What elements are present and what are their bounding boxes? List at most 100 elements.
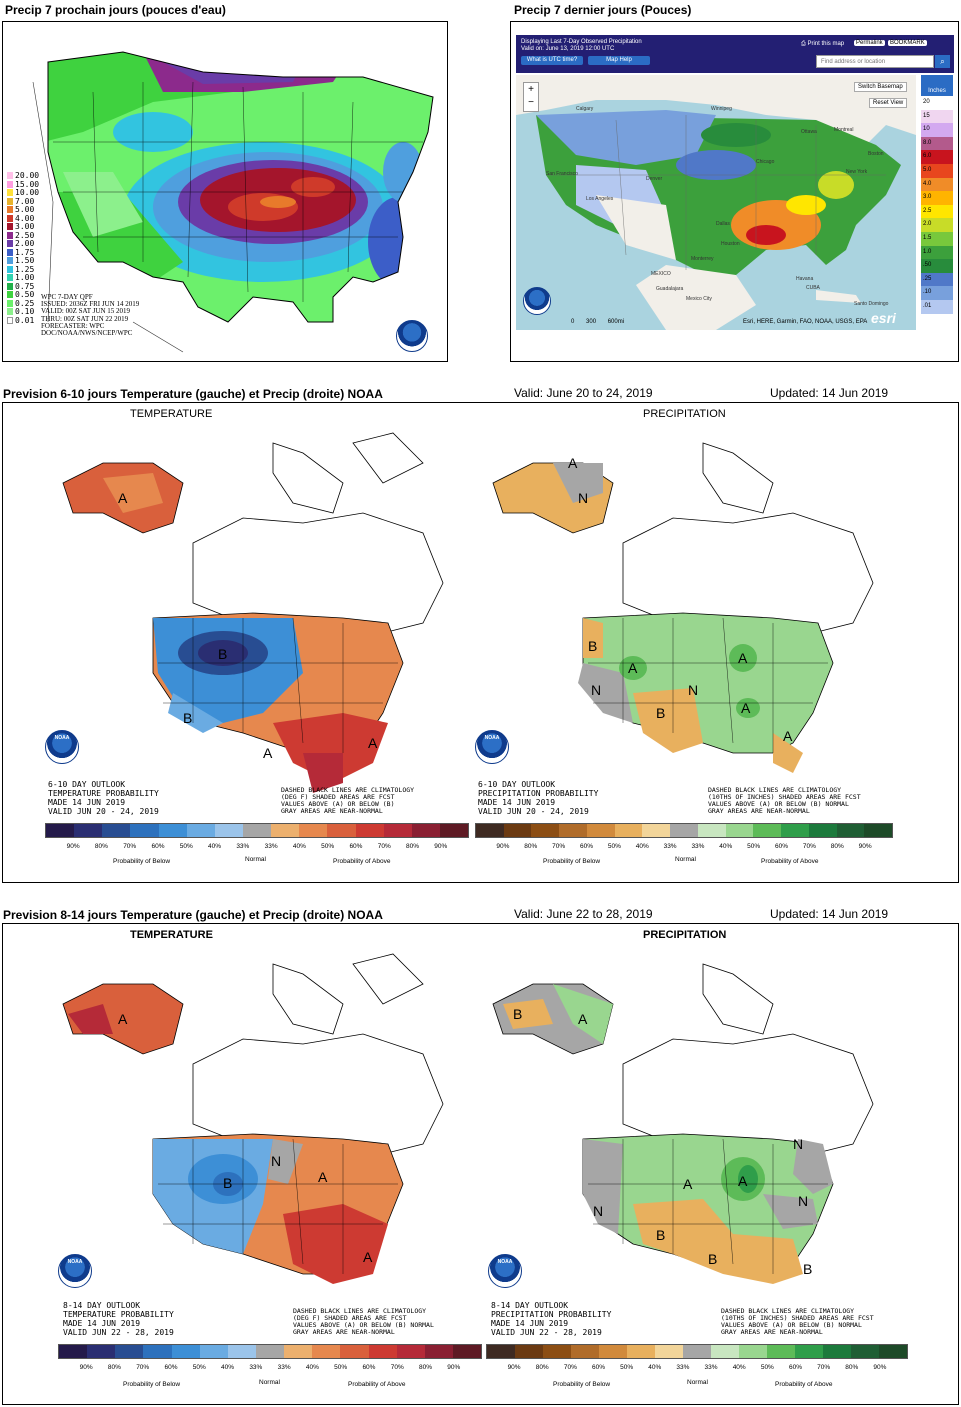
s2-temp-map: A B N A A xyxy=(62,953,444,1284)
colorbar-cell xyxy=(255,1345,285,1358)
map-letter: N xyxy=(578,490,588,506)
wpc-legend-item: 15.00 xyxy=(7,180,39,190)
zoom-in-button[interactable]: + xyxy=(528,84,534,95)
search-icon[interactable]: ⌕ xyxy=(935,55,950,68)
observed-title: Precip 7 dernier jours (Pouces) xyxy=(514,3,692,17)
prob-above-label: Probability of Above xyxy=(775,1381,833,1388)
wpc-info-line: DOC/NOAA/NWS/NCEP/WPC xyxy=(41,329,133,338)
colorbar-cell xyxy=(697,824,726,837)
s1-temp-note: DASHED BLACK LINES ARE CLIMATOLOGY (DEG F… xyxy=(281,786,415,815)
map-letter: B xyxy=(803,1261,812,1277)
colorbar-cell xyxy=(340,1345,369,1358)
wpc-info-line: ISSUED: 2036Z FRI JUN 14 2019 xyxy=(41,300,140,309)
map-letter: B xyxy=(218,646,227,662)
permalink-button[interactable]: Permalink xyxy=(854,40,885,46)
normal-label: Normal xyxy=(675,856,696,863)
map-letter: A xyxy=(738,650,748,666)
zoom-out-button[interactable]: − xyxy=(528,97,534,108)
s1-temp-ticks: 90% 80% 70% 60% 50% 40% 33% 33% 40% 50% 60% 70% 80% 9… xyxy=(66,843,448,850)
temp-panel-label: TEMPERATURE xyxy=(130,408,213,420)
normal-label: Normal xyxy=(245,856,266,863)
place-label: CUBA xyxy=(806,285,821,291)
colorbar-cell xyxy=(312,1345,341,1358)
map-letter: A xyxy=(741,700,751,716)
place-label: San Francisco xyxy=(546,171,578,177)
place-label: Guadalajara xyxy=(656,286,683,292)
wpc-map-graphic xyxy=(3,22,447,361)
noaa-logo-icon: NOAA xyxy=(45,730,79,764)
print-map-link[interactable]: ⎙ Print this map xyxy=(801,41,845,47)
place-label: MEXICO xyxy=(651,271,671,277)
prob-below-label: Probability of Below xyxy=(113,858,171,865)
colorbar-cell xyxy=(767,1345,795,1358)
wpc-info-line: FORECASTER: WPC xyxy=(41,321,105,330)
place-label: Ottawa xyxy=(801,129,817,135)
section1-panel: TEMPERATURE PRECIPITATION B B A A A NOAA xyxy=(2,402,959,883)
normal-label: Normal xyxy=(259,1379,280,1386)
colorbar-cell xyxy=(851,1345,879,1358)
wpc-info-block: WPC 7-DAY QPF ISSUED: 2036Z FRI JUN 14 2… xyxy=(41,293,140,338)
colorbar-cell xyxy=(879,1345,907,1358)
bookmark-button[interactable]: BOOKMARK xyxy=(888,40,927,46)
s1-temp-colorbar xyxy=(45,823,469,838)
s1-precip-outlook-text: 6-10 DAY OUTLOOK PRECIPITATION PROBABILIT… xyxy=(478,780,599,816)
colorbar-cell xyxy=(487,1345,515,1358)
colorbar-cell xyxy=(355,824,384,837)
map-letter: A xyxy=(318,1169,328,1185)
colorbar-cell xyxy=(627,1345,655,1358)
colorbar-cell xyxy=(725,824,754,837)
legend-item: 1.5 xyxy=(921,231,953,246)
colorbar-cell xyxy=(476,824,504,837)
observed-map-graphic: Ottawa Montreal Boston New York Chicago … xyxy=(516,75,916,330)
wpc-legend-item: 0.01 xyxy=(7,316,39,326)
map-help-button[interactable]: Map Help xyxy=(588,56,650,65)
wpc-legend-item: 20.00 xyxy=(7,171,39,181)
section2-title: Prevision 8-14 jours Temperature (gauche… xyxy=(3,908,383,922)
colorbar-cell xyxy=(808,824,837,837)
colorbar-cell xyxy=(102,824,131,837)
legend-item: 20 xyxy=(921,96,953,110)
inches-legend: 20 15 10 8.0 6.0 5.0 4.0 3.0 2.5 2.0 1.5… xyxy=(921,96,953,314)
switch-basemap-button[interactable]: Switch Basemap xyxy=(854,82,907,92)
reset-view-button[interactable]: Reset View xyxy=(869,98,908,108)
banner-line-2: Valid on: June 13, 2019 12:00 UTC xyxy=(521,46,615,52)
s1-precip-note: DASHED BLACK LINES ARE CLIMATOLOGY (10THS… xyxy=(708,786,861,815)
section2-valid: Valid: June 22 to 28, 2019 xyxy=(514,907,653,921)
colorbar-cell xyxy=(642,824,671,837)
colorbar-cell xyxy=(411,824,440,837)
prob-below-label: Probability of Below xyxy=(553,1381,611,1388)
noaa-logo-icon: NOAA xyxy=(475,730,509,764)
colorbar-cell xyxy=(683,1345,711,1358)
section1-title: Prevision 6-10 jours Temperature (gauche… xyxy=(3,387,383,401)
colorbar-cell xyxy=(87,1345,116,1358)
map-letter: B xyxy=(513,1006,522,1022)
map-letter: N xyxy=(591,682,601,698)
colorbar-cell xyxy=(655,1345,683,1358)
s2-temp-note: DASHED BLACK LINES ARE CLIMATOLOGY (DEG F… xyxy=(293,1307,434,1336)
colorbar-cell xyxy=(242,824,272,837)
banner-line-1: Displaying Last 7-Day Observed Precipita… xyxy=(521,39,642,45)
colorbar-cell xyxy=(171,1345,200,1358)
colorbar-cell xyxy=(452,1345,482,1358)
place-label: Los Angeles xyxy=(586,196,614,202)
place-label: Santo Domingo xyxy=(854,301,889,307)
place-label: Chicago xyxy=(756,159,775,165)
map-letter: A xyxy=(363,1249,373,1265)
map-letter: A xyxy=(738,1173,748,1189)
legend-item: .50 xyxy=(921,259,953,273)
s2-precip-map: B A N A A B N N B B xyxy=(492,963,874,1284)
colorbar-cell xyxy=(670,824,698,837)
colorbar-cell xyxy=(199,1345,228,1358)
legend-item: 2.5 xyxy=(921,204,953,219)
prob-above-label: Probability of Above xyxy=(348,1381,406,1388)
colorbar-cell xyxy=(836,824,865,837)
colorbar-cell xyxy=(143,1345,172,1358)
colorbar-cell xyxy=(599,1345,627,1358)
utc-time-button[interactable]: What is UTC time? xyxy=(521,56,583,65)
wpc-legend-item: 4.00 xyxy=(7,214,39,224)
colorbar-cell xyxy=(284,1345,313,1358)
section1-updated: Updated: 14 Jun 2019 xyxy=(770,386,889,400)
legend-item: 5.0 xyxy=(921,163,953,178)
search-input[interactable]: Find address or location xyxy=(816,55,934,68)
s1-precip-ticks: 90% 80% 70% 60% 50% 40% 33% 33% 40% 50% 60% 70% 80% 9… xyxy=(496,843,872,850)
